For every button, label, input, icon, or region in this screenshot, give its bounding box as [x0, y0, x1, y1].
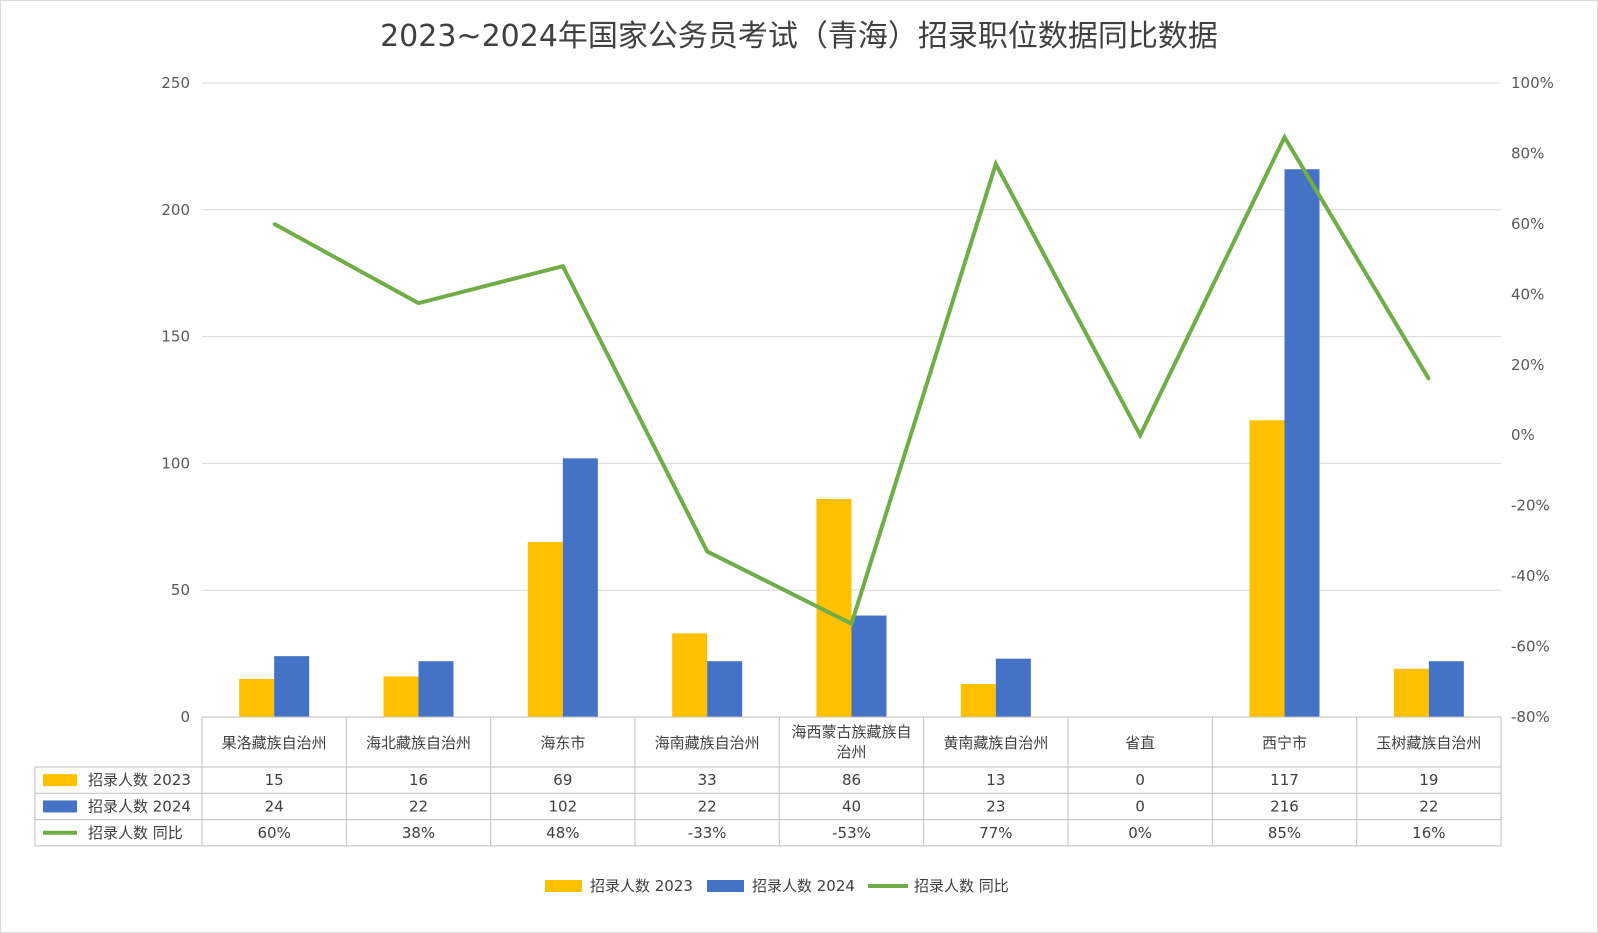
category-label: 西宁市: [1262, 734, 1307, 752]
row-header: 招录人数 2024: [88, 797, 191, 815]
yoy-point: [272, 222, 276, 226]
bar-2024: [274, 656, 310, 717]
table-cell: 0%: [1128, 824, 1152, 842]
bar-2023: [672, 633, 708, 717]
y-right-tick-label: 40%: [1511, 285, 1544, 303]
legend-label: 招录人数 2024: [752, 877, 855, 895]
category-label: 果洛藏族自治州: [222, 734, 327, 752]
table-cell: 38%: [402, 824, 435, 842]
y-left-tick-label: 0: [180, 708, 190, 726]
y-left-tick-label: 50: [171, 581, 190, 599]
table-cell: 22: [1419, 797, 1438, 815]
chart-title: 2023~2024年国家公务员考试（青海）招录职位数据同比数据: [380, 19, 1218, 54]
y-left-tick-label: 150: [161, 328, 190, 346]
table-cell: 216: [1270, 797, 1299, 815]
table-cell: 102: [549, 797, 578, 815]
table-cell: 33: [698, 771, 717, 789]
table-cell: 22: [409, 797, 428, 815]
y-right-tick-label: 60%: [1511, 215, 1544, 233]
bar-2024: [851, 615, 887, 717]
table-cell: 24: [265, 797, 284, 815]
y-right-tick-label: 20%: [1511, 356, 1544, 374]
legend-key: [545, 880, 582, 892]
y-right-tick-label: 0%: [1511, 426, 1535, 444]
category-label: 省直: [1125, 734, 1155, 752]
table-cell: 85%: [1268, 824, 1301, 842]
yoy-point: [1138, 433, 1142, 437]
table-cell: 16: [409, 771, 428, 789]
bar-2023: [1249, 420, 1285, 717]
bar-2023: [960, 684, 996, 717]
table-cell: 13: [986, 771, 1005, 789]
category-label: 玉树藏族自治州: [1376, 734, 1481, 752]
bar-2024: [1284, 169, 1320, 717]
y-left-tick-label: 100: [161, 454, 190, 472]
table-cell: 16%: [1412, 824, 1445, 842]
table-cell: 0: [1135, 771, 1145, 789]
bar-2024: [995, 658, 1031, 717]
table-cell: 48%: [546, 824, 579, 842]
yoy-point: [994, 162, 998, 166]
bar-2023: [1393, 668, 1429, 717]
table-cell: 0: [1135, 797, 1145, 815]
y-right-tick-label: 80%: [1511, 144, 1544, 162]
table-cell: 69: [553, 771, 572, 789]
row-header: 招录人数 同比: [88, 824, 183, 842]
yoy-point: [1283, 135, 1286, 139]
table-cell: 117: [1270, 771, 1299, 789]
category-label: 海南藏族自治州: [655, 734, 760, 752]
yoy-point: [417, 301, 420, 305]
table-cell: 40: [842, 797, 861, 815]
bar-2024: [562, 458, 598, 717]
table-cell: -33%: [688, 824, 727, 842]
row-legend-key: [43, 800, 77, 813]
y-left-tick-label: 200: [161, 201, 190, 219]
yoy-point: [561, 264, 565, 268]
category-label: 海北藏族自治州: [366, 734, 471, 752]
yoy-point: [705, 549, 709, 553]
row-legend-key: [43, 774, 77, 787]
table-cell: 86: [842, 771, 861, 789]
table-cell: 77%: [979, 824, 1012, 842]
yoy-point: [1427, 377, 1431, 381]
bar-2023: [527, 542, 563, 717]
y-right-tick-label: -20%: [1511, 497, 1550, 515]
row-header: 招录人数 2023: [88, 771, 191, 789]
legend-label: 招录人数 同比: [914, 877, 1009, 895]
bar-2024: [418, 661, 454, 717]
table-cell: -53%: [832, 824, 871, 842]
yoy-point: [850, 622, 853, 626]
table-cell: 22: [698, 797, 717, 815]
table-cell: 60%: [257, 824, 290, 842]
legend-label: 招录人数 2023: [590, 877, 693, 895]
table-cell: 23: [986, 797, 1005, 815]
bar-2024: [707, 661, 743, 717]
category-label: 海东市: [540, 734, 585, 752]
category-label: 海西蒙古族藏族自治州: [791, 723, 911, 761]
y-right-tick-label: -60%: [1511, 638, 1550, 656]
category-label: 黄南藏族自治州: [943, 734, 1048, 752]
bar-2023: [383, 676, 419, 717]
y-right-tick-label: -80%: [1511, 708, 1550, 726]
y-left-tick-label: 250: [161, 74, 190, 92]
y-right-tick-label: -40%: [1511, 567, 1550, 585]
table-cell: 19: [1419, 771, 1438, 789]
bar-2023: [239, 678, 275, 717]
legend-key: [707, 880, 744, 892]
bar-2024: [1428, 661, 1464, 717]
table-cell: 15: [265, 771, 284, 789]
y-right-tick-label: 100%: [1511, 74, 1554, 92]
